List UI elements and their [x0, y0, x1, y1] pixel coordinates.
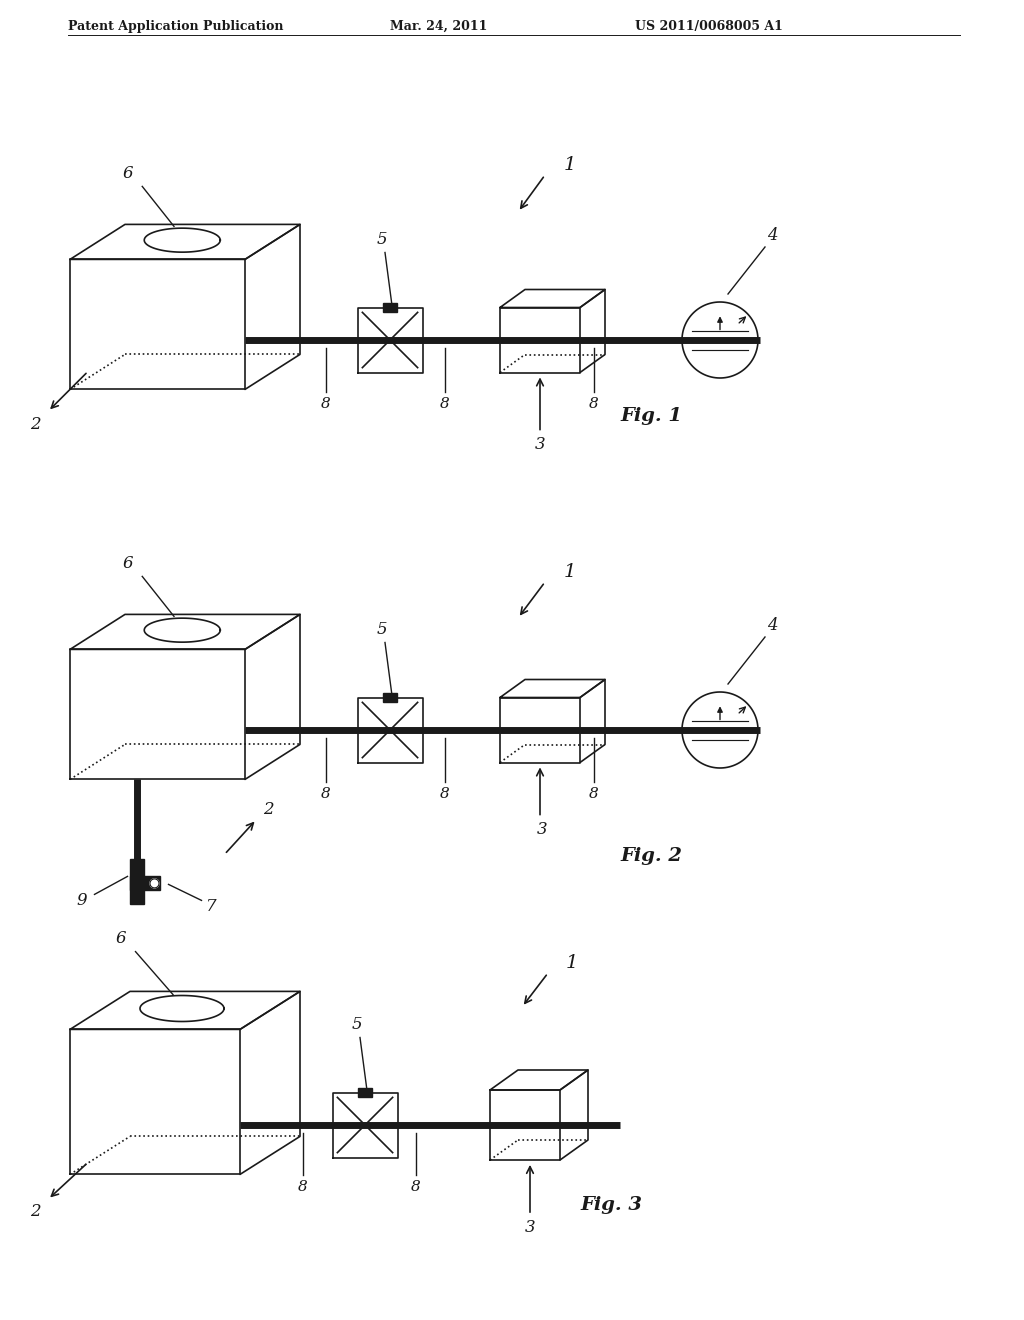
Text: 4: 4: [767, 618, 777, 635]
Text: 5: 5: [351, 1016, 362, 1034]
Text: 1: 1: [564, 156, 577, 174]
Text: 3: 3: [535, 436, 546, 453]
Bar: [383, 304, 397, 312]
Text: 8: 8: [439, 787, 450, 801]
Bar: [129, 876, 160, 891]
Bar: [383, 693, 397, 702]
Text: 7: 7: [206, 898, 217, 915]
Bar: [357, 1088, 372, 1097]
Text: 1: 1: [566, 954, 579, 972]
Text: 8: 8: [298, 1180, 307, 1195]
Circle shape: [150, 879, 159, 888]
Text: 5: 5: [377, 231, 387, 248]
Text: US 2011/0068005 A1: US 2011/0068005 A1: [635, 20, 783, 33]
Text: 2: 2: [30, 1203, 40, 1220]
Text: 4: 4: [767, 227, 777, 244]
Text: Fig. 1: Fig. 1: [620, 408, 682, 425]
Text: Patent Application Publication: Patent Application Publication: [68, 20, 284, 33]
Text: 8: 8: [589, 397, 599, 411]
Text: 8: 8: [321, 787, 331, 801]
Text: 6: 6: [123, 165, 133, 182]
Text: 5: 5: [377, 620, 387, 638]
Text: 3: 3: [524, 1220, 536, 1237]
Text: Fig. 3: Fig. 3: [580, 1196, 642, 1214]
Text: Mar. 24, 2011: Mar. 24, 2011: [390, 20, 487, 33]
Text: Fig. 2: Fig. 2: [620, 847, 682, 866]
Text: 9: 9: [76, 892, 87, 909]
Text: 8: 8: [589, 787, 599, 801]
Text: 3: 3: [537, 821, 547, 838]
Text: 8: 8: [439, 397, 450, 411]
Text: 8: 8: [411, 1180, 421, 1195]
Text: 6: 6: [116, 931, 126, 948]
Text: 8: 8: [321, 397, 331, 411]
Text: 6: 6: [123, 554, 133, 572]
Text: 1: 1: [564, 564, 577, 581]
Bar: [129, 859, 143, 904]
Text: 2: 2: [263, 801, 273, 818]
Text: 2: 2: [30, 416, 40, 433]
